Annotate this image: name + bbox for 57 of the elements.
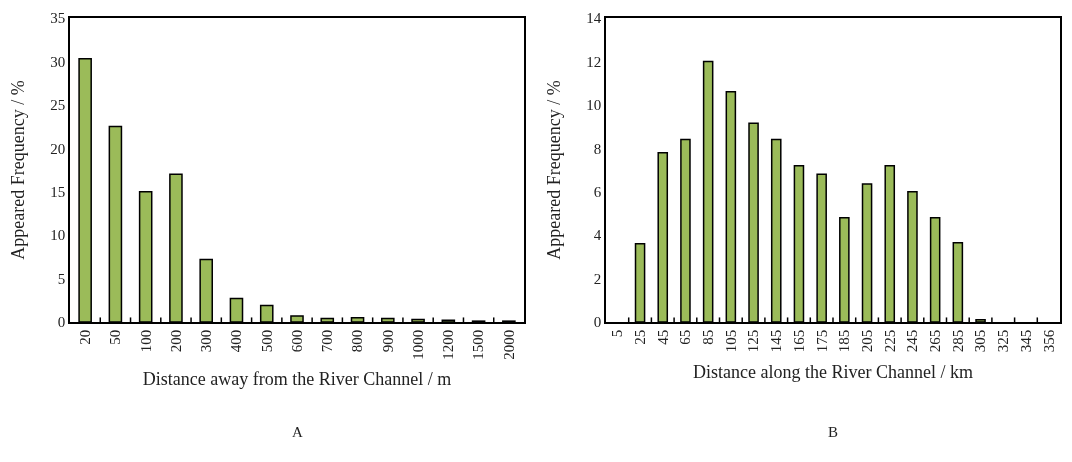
x-tick-label: 100 — [137, 329, 154, 353]
y-tick-label: 0 — [57, 314, 66, 331]
y-tick-label: 25 — [50, 97, 66, 114]
x-tick-label: 50 — [107, 329, 124, 345]
x-axis-title: Distance away from the River Channel / m — [142, 369, 452, 390]
x-tick-label: 85 — [700, 329, 717, 345]
x-tick-label: 205 — [858, 329, 875, 353]
x-axis-title: Distance along the River Channel / km — [693, 361, 973, 382]
x-tick-label: 175 — [813, 329, 830, 353]
x-tick-label: 2000 — [500, 329, 517, 360]
x-tick-label: 185 — [836, 329, 853, 353]
x-tick-label: 20 — [77, 329, 93, 345]
y-tick-label: 14 — [586, 10, 602, 27]
y-axis-title: Appeared Frequency / % — [7, 80, 28, 260]
x-tick-label: 285 — [949, 329, 966, 353]
y-tick-label: 6 — [593, 183, 602, 200]
y-tick-label: 8 — [593, 140, 602, 157]
x-tick-label: 800 — [349, 329, 366, 353]
text: B — [828, 424, 839, 440]
x-tick-label: 600 — [288, 329, 305, 353]
y-tick-label: 15 — [50, 183, 66, 200]
text: A — [292, 424, 303, 440]
y-axis-title: Appeared Frequency / % — [543, 80, 564, 260]
x-tick-label: 65 — [677, 329, 694, 345]
y-tick-label: 10 — [50, 227, 66, 244]
x-tick-label: 45 — [654, 329, 671, 345]
x-tick-label: 1000 — [409, 329, 426, 360]
y-tick-label: 30 — [50, 53, 66, 70]
x-tick-label: 265 — [927, 329, 944, 353]
x-tick-label: 1500 — [470, 329, 487, 360]
x-tick-label: 305 — [972, 329, 989, 353]
y-tick-label: 12 — [586, 53, 602, 70]
x-tick-label: 345 — [1017, 329, 1034, 353]
x-tick-label: 125 — [745, 329, 762, 353]
x-tick-label: 225 — [881, 329, 898, 353]
x-tick-label: 900 — [379, 329, 396, 353]
x-tick-label: 200 — [167, 329, 184, 353]
x-tick-label: 25 — [631, 329, 648, 345]
x-tick-label: 5 — [609, 329, 626, 338]
x-tick-label: 400 — [228, 329, 245, 353]
x-tick-label: 700 — [319, 329, 336, 353]
y-tick-label: 5 — [57, 270, 66, 287]
y-tick-label: 4 — [593, 227, 602, 244]
y-tick-label: 35 — [50, 10, 66, 27]
y-tick-label: 20 — [50, 140, 66, 157]
y-tick-label: 0 — [593, 314, 602, 331]
x-tick-label: 145 — [768, 329, 785, 353]
x-tick-label: 1200 — [440, 329, 457, 360]
x-tick-label: 356 — [1040, 329, 1057, 353]
x-tick-label: 500 — [258, 329, 275, 353]
x-tick-label: 165 — [790, 329, 807, 353]
x-tick-label: 300 — [198, 329, 215, 353]
x-tick-label: 325 — [995, 329, 1012, 353]
x-tick-label: 245 — [904, 329, 921, 353]
x-tick-label: 105 — [722, 329, 739, 353]
y-tick-label: 10 — [586, 97, 602, 114]
y-tick-label: 2 — [593, 270, 602, 287]
